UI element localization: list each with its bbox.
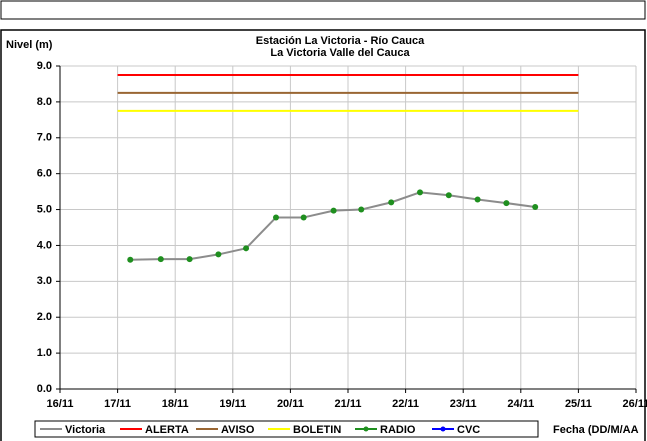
x-tick-label: 20/11 (277, 398, 304, 410)
top-box (0, 0, 646, 20)
y-tick-label: 9.0 (37, 60, 52, 72)
x-tick-label: 24/11 (507, 398, 534, 410)
legend-label: RADIO (380, 424, 416, 436)
x-tick-label: 18/11 (162, 398, 189, 410)
marker (330, 207, 337, 214)
marker (243, 245, 250, 252)
marker (417, 189, 423, 196)
marker (388, 199, 395, 206)
x-tick-label: 25/11 (565, 398, 592, 410)
legend-label: AVISO (221, 424, 255, 436)
legend-marker (440, 426, 446, 432)
x-tick-label: 26/11 (623, 398, 647, 410)
x-tick-label: 21/11 (335, 398, 362, 410)
legend-label: BOLETIN (293, 424, 341, 436)
y-axis-label: Nivel (m) (6, 39, 53, 51)
legend-label: Victoria (65, 424, 106, 436)
y-tick-label: 4.0 (37, 239, 52, 251)
y-tick-label: 2.0 (37, 311, 52, 323)
marker (300, 214, 307, 221)
y-tick-label: 1.0 (37, 347, 52, 359)
chart-title: Estación La Victoria - Río Cauca (256, 35, 425, 47)
y-tick-label: 5.0 (37, 203, 52, 215)
x-tick-label: 17/11 (104, 398, 131, 410)
marker (127, 256, 134, 263)
x-tick-label: 19/11 (219, 398, 246, 410)
x-tick-label: 22/11 (392, 398, 419, 410)
marker (157, 256, 164, 263)
legend-label: ALERTA (145, 424, 189, 436)
marker (273, 214, 279, 221)
marker (186, 256, 193, 263)
x-tick-label: 23/11 (450, 398, 477, 410)
marker (358, 206, 365, 213)
y-tick-label: 0.0 (37, 383, 52, 395)
marker (215, 251, 222, 258)
chart-border (0, 29, 646, 441)
y-tick-label: 6.0 (37, 168, 52, 180)
y-tick-label: 7.0 (37, 132, 52, 144)
marker (474, 196, 481, 203)
legend-marker (363, 426, 369, 432)
chart-subtitle: La Victoria Valle del Cauca (270, 47, 410, 59)
legend-label: CVC (457, 424, 480, 436)
y-tick-label: 8.0 (37, 96, 52, 108)
marker (503, 200, 510, 207)
x-tick-label: 16/11 (47, 398, 74, 410)
marker (445, 192, 452, 199)
marker (532, 204, 539, 211)
series-line (130, 191, 536, 261)
x-axis-label: Fecha (DD/M/AA (553, 424, 639, 436)
y-tick-label: 3.0 (37, 275, 52, 287)
